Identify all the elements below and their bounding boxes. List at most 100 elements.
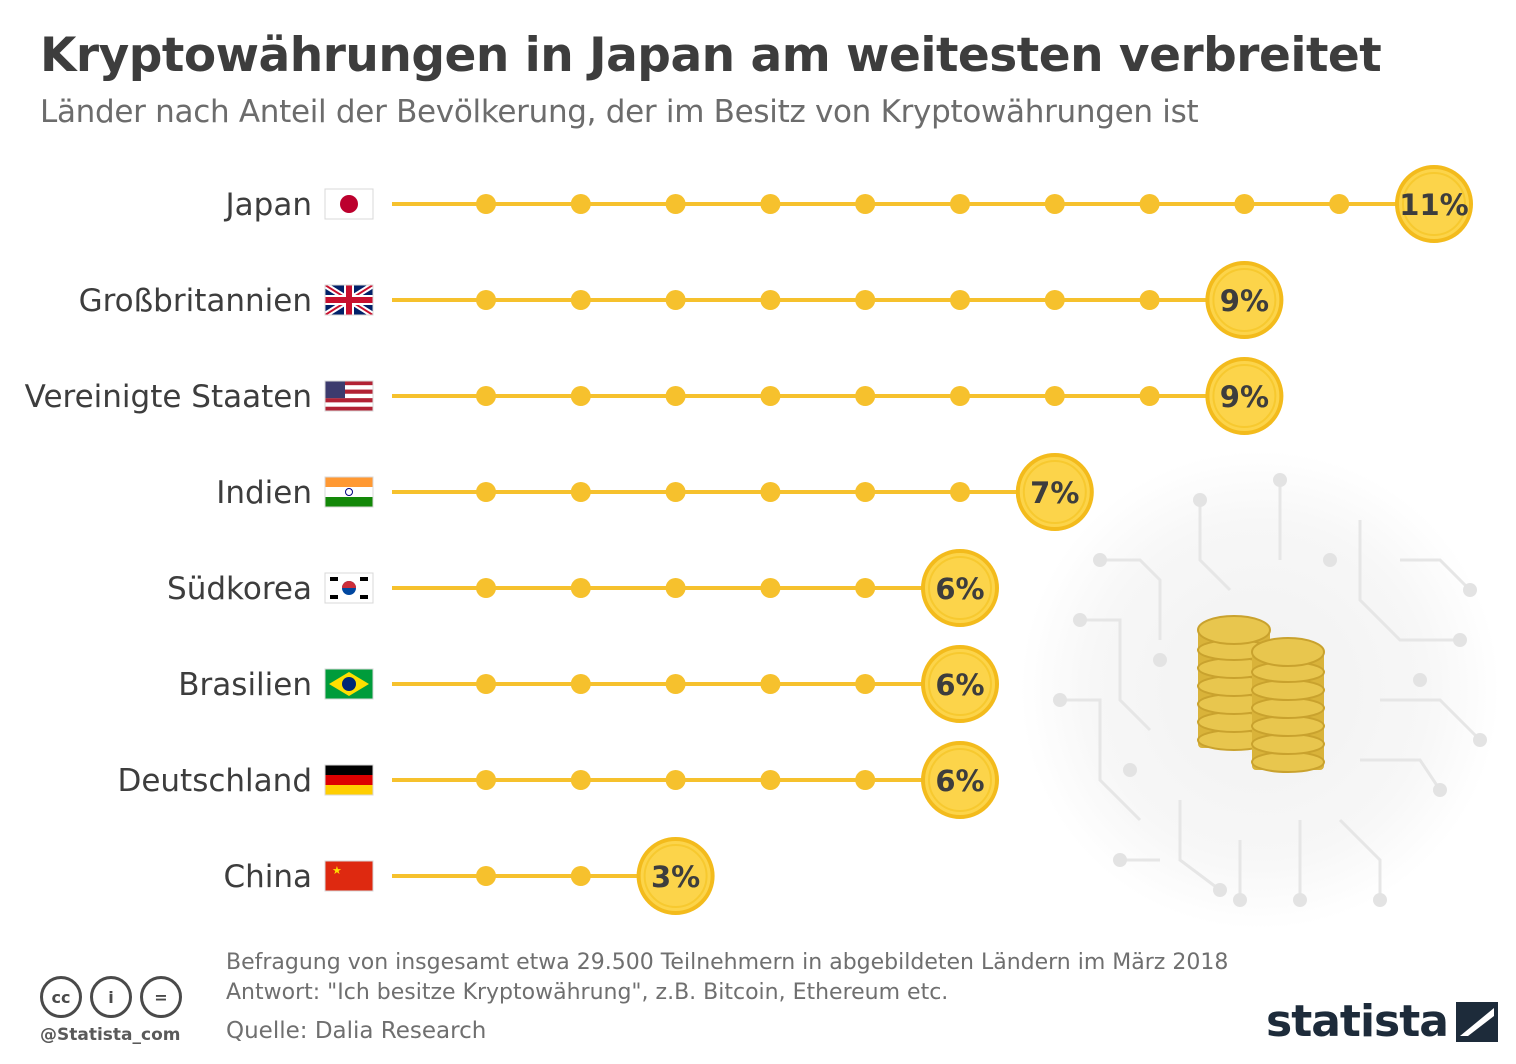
value-dot: [855, 482, 876, 502]
value-label: 3%: [651, 860, 700, 894]
chart-row: Brasilien 6%: [178, 645, 999, 723]
value-dot: [950, 386, 970, 406]
value-label: 11%: [1399, 188, 1468, 222]
category-label: Großbritannien: [79, 283, 312, 319]
circuit-coins-illustration: [1020, 450, 1500, 930]
value-dot: [1139, 194, 1160, 214]
value-label: 9%: [1220, 380, 1269, 414]
value-dot: [570, 578, 591, 598]
svg-text:★: ★: [332, 864, 342, 877]
value-dot: [855, 194, 876, 214]
chart-subtitle: Länder nach Anteil der Bevölkerung, der …: [40, 94, 1199, 130]
value-dot: [855, 290, 876, 310]
value-dot: [476, 674, 496, 694]
value-dot: [665, 482, 686, 502]
category-label: Deutschland: [117, 763, 312, 799]
value-dot: [665, 194, 686, 214]
brand-name: statista: [1266, 996, 1449, 1047]
value-bubble: [921, 549, 999, 627]
value-dot: [1044, 194, 1065, 214]
statista-logo[interactable]: statista: [1266, 996, 1498, 1047]
license-icons: cc i =: [40, 976, 182, 1018]
value-dot: [570, 770, 591, 790]
value-dot: [1329, 194, 1350, 214]
statista-mark-icon: [1455, 1001, 1498, 1042]
value-dot: [570, 674, 591, 694]
value-dot: [1139, 386, 1160, 406]
value-dot: [950, 194, 970, 214]
value-dot: [476, 866, 496, 886]
chart-row: Japan 11%: [224, 165, 1473, 243]
chart-row: China ★ 3%: [223, 837, 715, 915]
value-dot: [570, 386, 591, 406]
nd-icon[interactable]: =: [140, 976, 182, 1018]
value-dot: [760, 482, 781, 502]
chart-title: Kryptowährungen in Japan am weitesten ve…: [40, 28, 1382, 83]
value-dot: [1044, 386, 1065, 406]
value-bubble: [1395, 165, 1473, 243]
footnote: Befragung von insgesamt etwa 29.500 Teil…: [226, 948, 1228, 1008]
value-dot: [855, 386, 876, 406]
value-bubble: [921, 645, 999, 723]
chart-row: Vereinigte Staaten 9%: [25, 357, 1284, 435]
value-dot: [760, 578, 781, 598]
value-bubble: [1205, 357, 1284, 435]
value-dot: [570, 482, 591, 502]
category-label: Japan: [224, 187, 312, 223]
flag-us-icon: [324, 380, 374, 412]
value-dot: [665, 386, 686, 406]
value-dot: [476, 770, 496, 790]
category-label: Indien: [216, 475, 312, 511]
value-dot: [476, 482, 496, 502]
value-dot: [476, 290, 496, 310]
value-dot: [1234, 194, 1255, 214]
value-dot: [760, 770, 781, 790]
value-dot: [760, 194, 781, 214]
value-dot: [855, 770, 876, 790]
value-dot: [950, 290, 970, 310]
source-note: Quelle: Dalia Research: [226, 1018, 487, 1044]
value-dot: [476, 194, 496, 214]
value-dot: [665, 578, 686, 598]
value-dot: [476, 386, 496, 406]
value-label: 6%: [935, 764, 984, 798]
value-dot: [665, 770, 686, 790]
value-bubble: [1015, 453, 1094, 531]
chart-rows: Japan 11%Großbritannien 9%Vereinigte Staat…: [25, 165, 1473, 915]
value-dot: [570, 290, 591, 310]
category-label: Brasilien: [178, 667, 312, 703]
value-label: 6%: [935, 668, 984, 702]
chart-row: Indien 7%: [216, 453, 1094, 531]
value-dot: [855, 674, 876, 694]
flag-in-icon: [324, 476, 374, 508]
flag-gb-icon: [324, 284, 374, 316]
value-bubble: [1205, 261, 1284, 339]
chart-row: Großbritannien 9%: [79, 261, 1284, 339]
flag-de-icon: [324, 764, 374, 796]
value-dot: [950, 482, 970, 502]
value-label: 6%: [935, 572, 984, 606]
value-dot: [665, 290, 686, 310]
footnote-line-1: Befragung von insgesamt etwa 29.500 Teil…: [226, 950, 1229, 975]
value-dot: [760, 674, 781, 694]
value-dot: [476, 578, 496, 598]
cc-icon[interactable]: cc: [40, 976, 82, 1018]
category-label: China: [223, 859, 312, 895]
value-dot: [570, 194, 591, 214]
value-dot: [760, 290, 781, 310]
chart-row: Deutschland 6%: [117, 741, 999, 819]
flag-kr-icon: [324, 572, 374, 604]
footnote-line-2: Antwort: "Ich besitze Kryptowährung", z.…: [226, 980, 949, 1005]
value-dot: [760, 386, 781, 406]
by-icon[interactable]: i: [90, 976, 132, 1018]
value-dot: [1044, 290, 1065, 310]
value-dot: [1139, 290, 1160, 310]
value-label: 7%: [1030, 476, 1079, 510]
value-dot: [855, 578, 876, 598]
value-label: 9%: [1220, 284, 1269, 318]
value-dot: [665, 674, 686, 694]
value-bubble: [636, 837, 715, 915]
flag-cn-icon: ★: [324, 860, 374, 892]
twitter-handle[interactable]: @Statista_com: [40, 1025, 181, 1045]
